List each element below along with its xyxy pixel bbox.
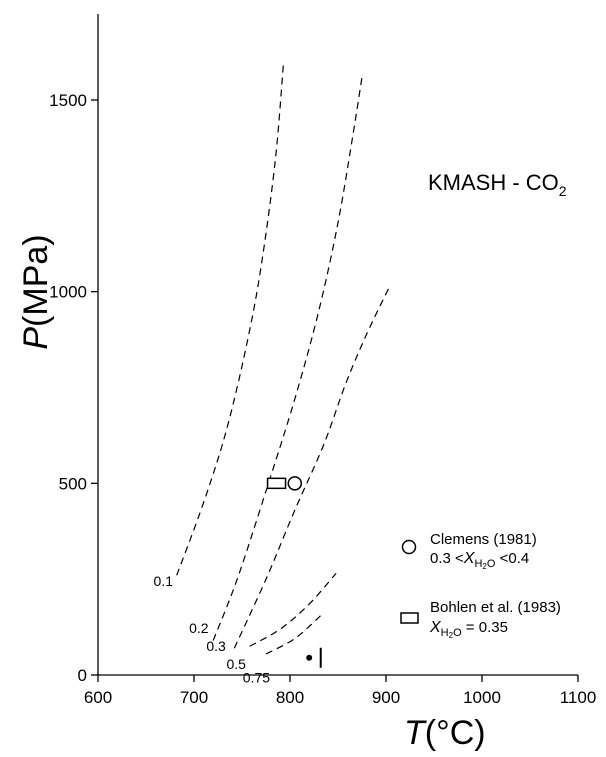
ticks: 600 700 800 900 1000 1100 0 500 1000 1500	[49, 91, 596, 707]
curves	[176, 65, 390, 655]
y-tick-label: 500	[59, 474, 87, 493]
axes	[97, 14, 578, 676]
y-tick-label: 1500	[49, 91, 87, 110]
system-label: KMASH - CO2	[428, 170, 567, 199]
curve-label: 0.75	[243, 670, 270, 686]
isopleth-curve-0-2	[212, 76, 363, 641]
curve-label: 0.3	[206, 638, 226, 654]
curve-label: 0.1	[154, 573, 174, 589]
markers	[266, 476, 322, 668]
curve-label: 0.5	[227, 656, 247, 672]
curve-label: 0.2	[189, 620, 209, 636]
legend-entry-2-line2: XH2O = 0.35	[429, 619, 508, 640]
x-axis-title: T(°C)	[404, 714, 486, 752]
dot-marker	[306, 654, 313, 661]
x-tick-label: 600	[84, 688, 112, 707]
bohlen-marker	[266, 477, 287, 490]
legend-entry-1-line2: 0.3 <XH2O <0.4	[430, 550, 529, 571]
x-tick-label: 1100	[560, 688, 597, 707]
isopleth-curve-0-1	[176, 65, 284, 576]
legend-rectangle-marker	[400, 612, 419, 624]
legend-entry-1-line1: Clemens (1981)	[430, 531, 537, 548]
y-tick-label: 1000	[49, 283, 87, 302]
legend-entry-2-line1: Bohlen et al. (1983)	[430, 599, 561, 616]
legend: Clemens (1981) 0.3 <XH2O <0.4 Bohlen et …	[400, 531, 561, 640]
curve-labels: 0.1 0.2 0.30.50.75	[154, 573, 271, 686]
isopleth-curve-0-3	[233, 287, 390, 649]
x-tick-label: 900	[372, 688, 400, 707]
y-tick-label: 0	[78, 666, 87, 685]
clemens-marker	[287, 476, 303, 491]
isopleth-curve-0-5	[249, 573, 337, 647]
x-tick-label: 1000	[463, 688, 501, 707]
isopleth-curve-0-75	[265, 615, 322, 655]
x-tick-label: 800	[276, 688, 304, 707]
y-axis-title: P(MPa)	[17, 234, 55, 349]
x-tick-label: 700	[180, 688, 208, 707]
legend-circle-marker	[401, 539, 417, 555]
